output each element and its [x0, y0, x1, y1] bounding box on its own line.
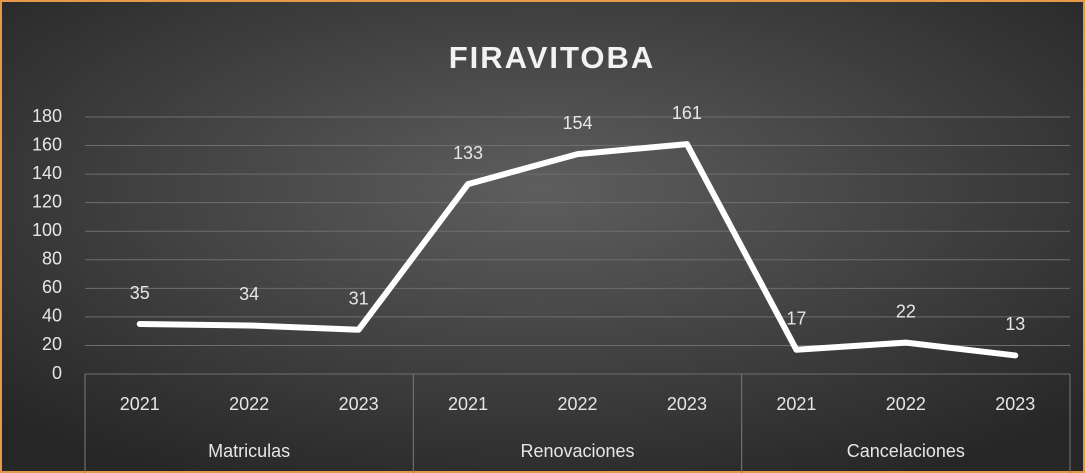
y-tick-label: 40	[42, 306, 62, 326]
group-label: Renovaciones	[520, 441, 634, 461]
data-label: 13	[1005, 314, 1025, 334]
data-label: 17	[786, 308, 806, 328]
group-label: Cancelaciones	[847, 441, 965, 461]
x-tick-label: 2022	[557, 394, 597, 414]
x-tick-label: 2022	[886, 394, 926, 414]
y-tick-label: 160	[32, 134, 62, 154]
y-tick-label: 60	[42, 277, 62, 297]
x-tick-label: 2023	[995, 394, 1035, 414]
data-label: 133	[453, 143, 483, 163]
data-label: 161	[672, 103, 702, 123]
y-tick-label: 80	[42, 249, 62, 269]
data-label: 31	[349, 288, 369, 308]
y-tick-label: 20	[42, 334, 62, 354]
y-tick-label: 120	[32, 191, 62, 211]
chart-title: FIRAVITOBA	[449, 40, 656, 75]
y-tick-label: 180	[32, 106, 62, 126]
x-tick-label: 2021	[448, 394, 488, 414]
data-label: 35	[130, 283, 150, 303]
x-tick-label: 2022	[229, 394, 269, 414]
x-tick-label: 2023	[667, 394, 707, 414]
group-label: Matriculas	[208, 441, 290, 461]
x-tick-label: 2021	[776, 394, 816, 414]
x-tick-label: 2023	[339, 394, 379, 414]
data-line	[136, 141, 1019, 359]
y-tick-label: 0	[52, 363, 62, 383]
data-label: 34	[239, 284, 259, 304]
y-tick-label: 100	[32, 220, 62, 240]
y-tick-label: 140	[32, 163, 62, 183]
x-tick-label: 2021	[120, 394, 160, 414]
data-label: 22	[896, 301, 916, 321]
data-label: 154	[562, 113, 592, 133]
